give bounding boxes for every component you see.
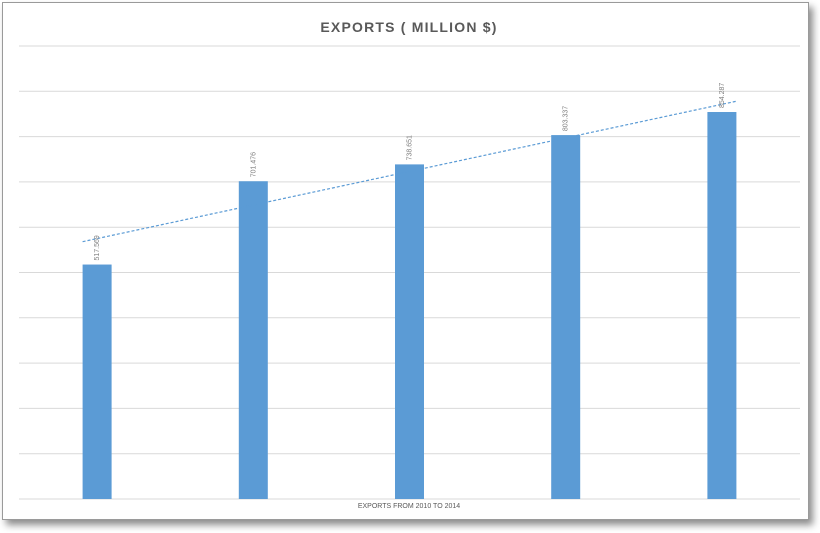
bar <box>551 135 581 500</box>
chart-frame: EXPORTS ( MILLION $) 517.569 701.476 738.6… <box>2 2 809 520</box>
bar <box>395 164 424 499</box>
data-label: 854.287 <box>719 83 726 108</box>
chart-title: EXPORTS ( MILLION $) <box>320 19 497 35</box>
data-label: 701.476 <box>250 152 257 177</box>
trendline-layer <box>82 100 737 243</box>
x-axis-title: EXPORTS FROM 2010 TO 2014 <box>358 503 460 510</box>
data-labels: 517.569 701.476 738.651 803.337 854.287 <box>94 83 726 261</box>
data-label: 803.337 <box>563 106 570 131</box>
bar <box>82 264 112 499</box>
trendline <box>82 100 737 243</box>
data-label: 738.651 <box>407 135 414 160</box>
data-label: 517.569 <box>94 235 101 260</box>
bar <box>238 181 268 499</box>
bars <box>82 112 737 500</box>
exports-chart: EXPORTS ( MILLION $) 517.569 701.476 738.6… <box>19 19 800 510</box>
bar <box>707 112 737 499</box>
